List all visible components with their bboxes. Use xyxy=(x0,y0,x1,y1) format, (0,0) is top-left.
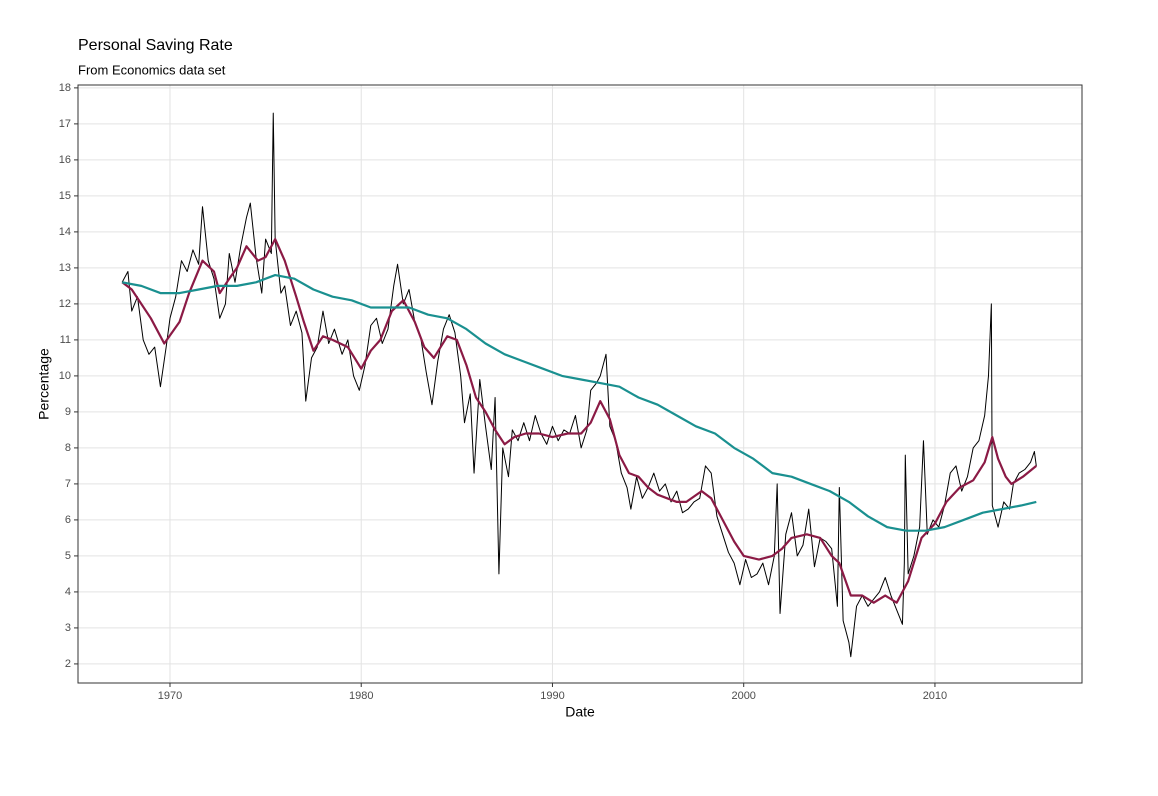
x-tick-label: 2000 xyxy=(731,690,755,702)
y-tick-label: 12 xyxy=(59,298,71,310)
x-axis-label: Date xyxy=(565,704,595,720)
y-tick-label: 11 xyxy=(60,334,71,346)
y-tick-label: 14 xyxy=(59,226,71,238)
chart-subtitle: From Economics data set xyxy=(78,62,226,77)
y-tick-label: 7 xyxy=(65,478,71,490)
line xyxy=(121,112,1037,658)
x-tick-label: 2010 xyxy=(923,690,947,702)
x-tick-label: 1970 xyxy=(158,690,182,702)
y-tick-label: 5 xyxy=(65,550,71,562)
y-tick-label: 8 xyxy=(65,442,71,454)
y-tick-label: 3 xyxy=(65,622,71,634)
y-tick-label: 10 xyxy=(59,370,71,382)
y-tick-label: 4 xyxy=(65,586,71,598)
plot-border xyxy=(77,84,1083,684)
y-axis-label: Percentage xyxy=(36,348,52,420)
y-tick-label: 16 xyxy=(59,154,71,166)
line xyxy=(121,237,1037,604)
chart-title: Personal Saving Rate xyxy=(78,37,233,54)
line xyxy=(121,273,1037,532)
y-tick-label: 18 xyxy=(59,82,71,94)
y-tick-label: 2 xyxy=(65,658,71,670)
x-tick-label: 1990 xyxy=(540,690,564,702)
y-tick-label: 15 xyxy=(59,190,71,202)
y-tick-label: 13 xyxy=(59,262,71,274)
x-tick-label: 1980 xyxy=(349,690,373,702)
y-tick-label: 6 xyxy=(65,514,71,526)
y-tick-label: 9 xyxy=(65,406,71,418)
y-tick-label: 17 xyxy=(59,118,71,130)
